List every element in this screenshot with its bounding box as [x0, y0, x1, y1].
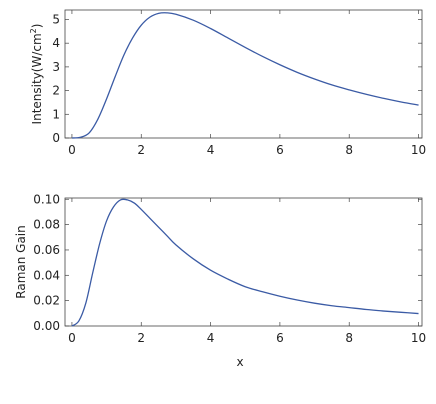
intensity-y-tick-label: 5: [52, 12, 60, 26]
intensity-curve: [71, 12, 419, 139]
raman-gain-panel: 0 2 4 6 8 10 0.00 0.02 0.04 0.06 0.08 0.10 Raman Ga…: [14, 192, 426, 369]
intensity-x-tick-label: 4: [207, 143, 215, 157]
intensity-y-tick-label: 2: [52, 84, 60, 98]
raman-gain-y-tick-label: 0.10: [33, 192, 60, 206]
raman-gain-y-tick-label: 0.06: [33, 243, 60, 257]
intensity-x-tick-label: 6: [276, 143, 284, 157]
intensity-x-tick-label: 0: [68, 143, 76, 157]
raman-gain-plot-frame: [64, 197, 423, 327]
raman-gain-x-tick-label: 6: [276, 331, 284, 345]
intensity-ticks: 0 2 4 6 8 10 0 1 2 3 4 5: [52, 10, 426, 157]
raman-gain-y-tick-label: 0.04: [33, 268, 60, 282]
raman-gain-ylabel: Raman Gain: [14, 225, 28, 298]
raman-gain-y-tick-label: 0.00: [33, 319, 60, 333]
raman-gain-y-tick-label: 0.02: [33, 294, 60, 308]
intensity-panel: 0 2 4 6 8 10 0 1 2 3 4 5 Intensity(W/cm2): [29, 9, 426, 157]
intensity-y-tick-label: 4: [52, 36, 60, 50]
intensity-plot-frame: [64, 9, 423, 139]
intensity-ylabel: Intensity(W/cm2): [29, 24, 44, 125]
intensity-x-tick-label: 2: [137, 143, 145, 157]
raman-gain-ticks: 0 2 4 6 8 10 0.00 0.02 0.04 0.06 0.08 0.10: [33, 192, 426, 345]
raman-gain-x-tick-label: 2: [137, 331, 145, 345]
intensity-y-tick-label: 0: [52, 131, 60, 145]
x-axis-label: x: [236, 355, 243, 369]
raman-gain-x-tick-label: 8: [345, 331, 353, 345]
raman-gain-x-tick-label: 4: [207, 331, 215, 345]
intensity-y-tick-label: 3: [52, 60, 60, 74]
intensity-y-tick-label: 1: [52, 107, 60, 121]
raman-gain-curve: [71, 198, 419, 327]
intensity-x-tick-label: 8: [345, 143, 353, 157]
raman-gain-x-tick-label: 0: [68, 331, 76, 345]
raman-gain-y-tick-label: 0.08: [33, 218, 60, 232]
intensity-x-tick-label: 10: [411, 143, 426, 157]
raman-gain-x-tick-label: 10: [411, 331, 426, 345]
